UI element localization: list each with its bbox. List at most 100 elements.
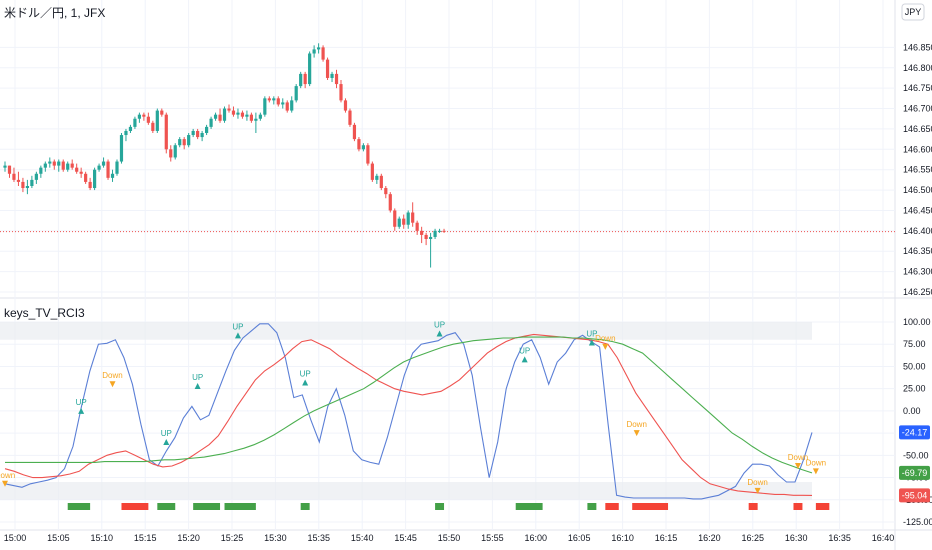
candle-body [119, 135, 124, 162]
candle-body [61, 161, 65, 170]
candle-up [294, 84, 298, 103]
candle-down [420, 226, 424, 244]
candle-body [106, 161, 110, 178]
up-arrow-icon [588, 339, 595, 346]
candle-body [263, 98, 267, 115]
candle-down [196, 128, 200, 140]
candle-body [115, 161, 119, 174]
time-tick-label: 15:10 [91, 533, 114, 543]
time-axis[interactable]: 15:00 15:05 15:10 15:15 15:20 15:25 15:30 15:35… [4, 533, 895, 543]
candle-up [3, 161, 7, 172]
candle-down [231, 106, 236, 117]
indicator-title: keys_TV_RCI3 [4, 306, 85, 320]
price-tick-label: 146.500 [903, 185, 932, 195]
candle-up [155, 108, 159, 133]
candle-up [299, 71, 303, 89]
time-tick-label: 16:10 [611, 533, 634, 543]
time-tick-label: 15:25 [221, 533, 244, 543]
price-axis[interactable]: 146.850 146.800 146.750 146.700 146.650 146.6… [903, 42, 932, 297]
histogram-bar-down [605, 503, 619, 510]
candle-down [218, 108, 222, 123]
time-tick-label: 16:00 [525, 533, 548, 543]
price-tick-label: 146.450 [903, 205, 932, 215]
candle-body [361, 145, 365, 150]
candle-body [57, 161, 61, 166]
candle-down [339, 80, 343, 103]
current-value-badge: -95.04 [899, 488, 930, 503]
candle-down [352, 122, 357, 142]
candle-body [384, 188, 388, 195]
rci-tick-label: -125.00 [903, 517, 932, 527]
candle-body [281, 102, 285, 105]
symbol-title: 米ドル／円, 1, JFX [4, 6, 105, 20]
candle-up [173, 143, 177, 160]
candle-body [88, 181, 92, 189]
rci-pane[interactable]: UPDownUPUPUPUPUPUPUPDownDownDownDownDown… [0, 321, 830, 510]
up-arrow-icon [78, 407, 85, 414]
candle-body [420, 230, 424, 235]
candle-body [352, 124, 357, 140]
current-value-badge: -24.17 [899, 425, 930, 440]
candle-down [142, 112, 146, 121]
badge-value: -95.04 [902, 490, 928, 500]
candle-up [205, 124, 209, 136]
badge-bg [899, 425, 930, 440]
candle-down [61, 159, 65, 172]
candle-up [119, 133, 124, 164]
signal-label: Down [806, 458, 826, 467]
price-pane[interactable] [0, 43, 895, 268]
rci-short-line [4, 323, 813, 500]
candle-down [21, 177, 25, 193]
candle-body [39, 167, 43, 174]
candle-body [429, 236, 433, 239]
candle-up [133, 116, 137, 129]
badge-bg [899, 488, 930, 503]
candle-down [160, 108, 164, 117]
time-tick-label: 16:15 [655, 533, 678, 543]
candle-body [191, 130, 195, 136]
candle-body [249, 114, 253, 121]
time-tick-label: 15:50 [438, 533, 461, 543]
signal-down-marker: Down [102, 371, 123, 388]
candle-up [312, 45, 316, 58]
signal-label: Down [0, 471, 15, 480]
price-tick-label: 146.800 [903, 63, 932, 73]
candle-down [164, 112, 168, 154]
up-arrow-icon [194, 383, 201, 389]
candle-up [110, 169, 115, 182]
candle-up [128, 124, 133, 133]
currency-button[interactable]: JPY [901, 3, 925, 21]
signal-up-marker: UP [519, 346, 530, 363]
candle-up [200, 130, 204, 142]
candle-up [137, 112, 141, 123]
candle-body [276, 98, 280, 105]
price-tick-label: 146.550 [903, 165, 932, 175]
candle-body [146, 116, 150, 123]
rci-tick-label: 100.00 [903, 317, 931, 327]
candle-up [433, 228, 437, 239]
candle-down [16, 171, 21, 186]
candle-body [52, 161, 56, 166]
histogram-bar-down [748, 503, 758, 510]
signal-down-marker: Down [626, 420, 647, 437]
down-arrow-icon [812, 468, 819, 475]
candle-body [187, 135, 191, 146]
candle-body [124, 130, 128, 136]
candle-body [30, 179, 34, 186]
candle-body [169, 149, 173, 158]
signal-label: Down [102, 371, 122, 380]
candle-body [411, 212, 415, 223]
price-tick-label: 146.250 [903, 287, 932, 297]
candle-down [7, 165, 12, 178]
candle-body [164, 114, 168, 150]
candle-up [43, 161, 47, 172]
price-tick-label: 146.650 [903, 124, 932, 134]
candle-up [97, 163, 101, 172]
rci-axis[interactable]: 100.0075.0050.0025.000.00-25.00-50.00-75… [899, 317, 932, 527]
candle-body [128, 126, 133, 131]
down-arrow-icon [602, 343, 609, 350]
candle-body [339, 84, 343, 101]
signal-label: UP [519, 346, 530, 355]
candle-body [151, 122, 155, 131]
